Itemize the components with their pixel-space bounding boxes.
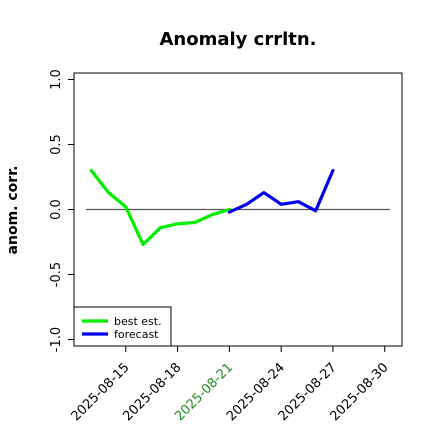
series-line-forecast (227, 168, 335, 214)
series-line-best-est (89, 168, 231, 247)
y-tick-label: 0.0 (49, 199, 64, 220)
chart-title: Anomaly crrltn. (159, 29, 316, 50)
x-axis: 2025-08-152025-08-182025-08-212025-08-24… (69, 346, 392, 424)
y-axis: -1.0 -0.5 0.0 0.5 1.0 (49, 69, 74, 352)
legend-label: forecast (114, 328, 159, 341)
legend-label: best est. (114, 315, 162, 328)
series-layer (86, 168, 390, 247)
y-tick-label: 1.0 (49, 69, 64, 90)
y-tick-label: -0.5 (49, 262, 64, 287)
legend: best est.forecast (73, 306, 172, 347)
legend-box (73, 306, 172, 347)
y-axis-label: anom. corr. (5, 166, 21, 255)
y-tick-label: 0.5 (49, 134, 64, 155)
y-tick-label: -1.0 (49, 327, 64, 352)
